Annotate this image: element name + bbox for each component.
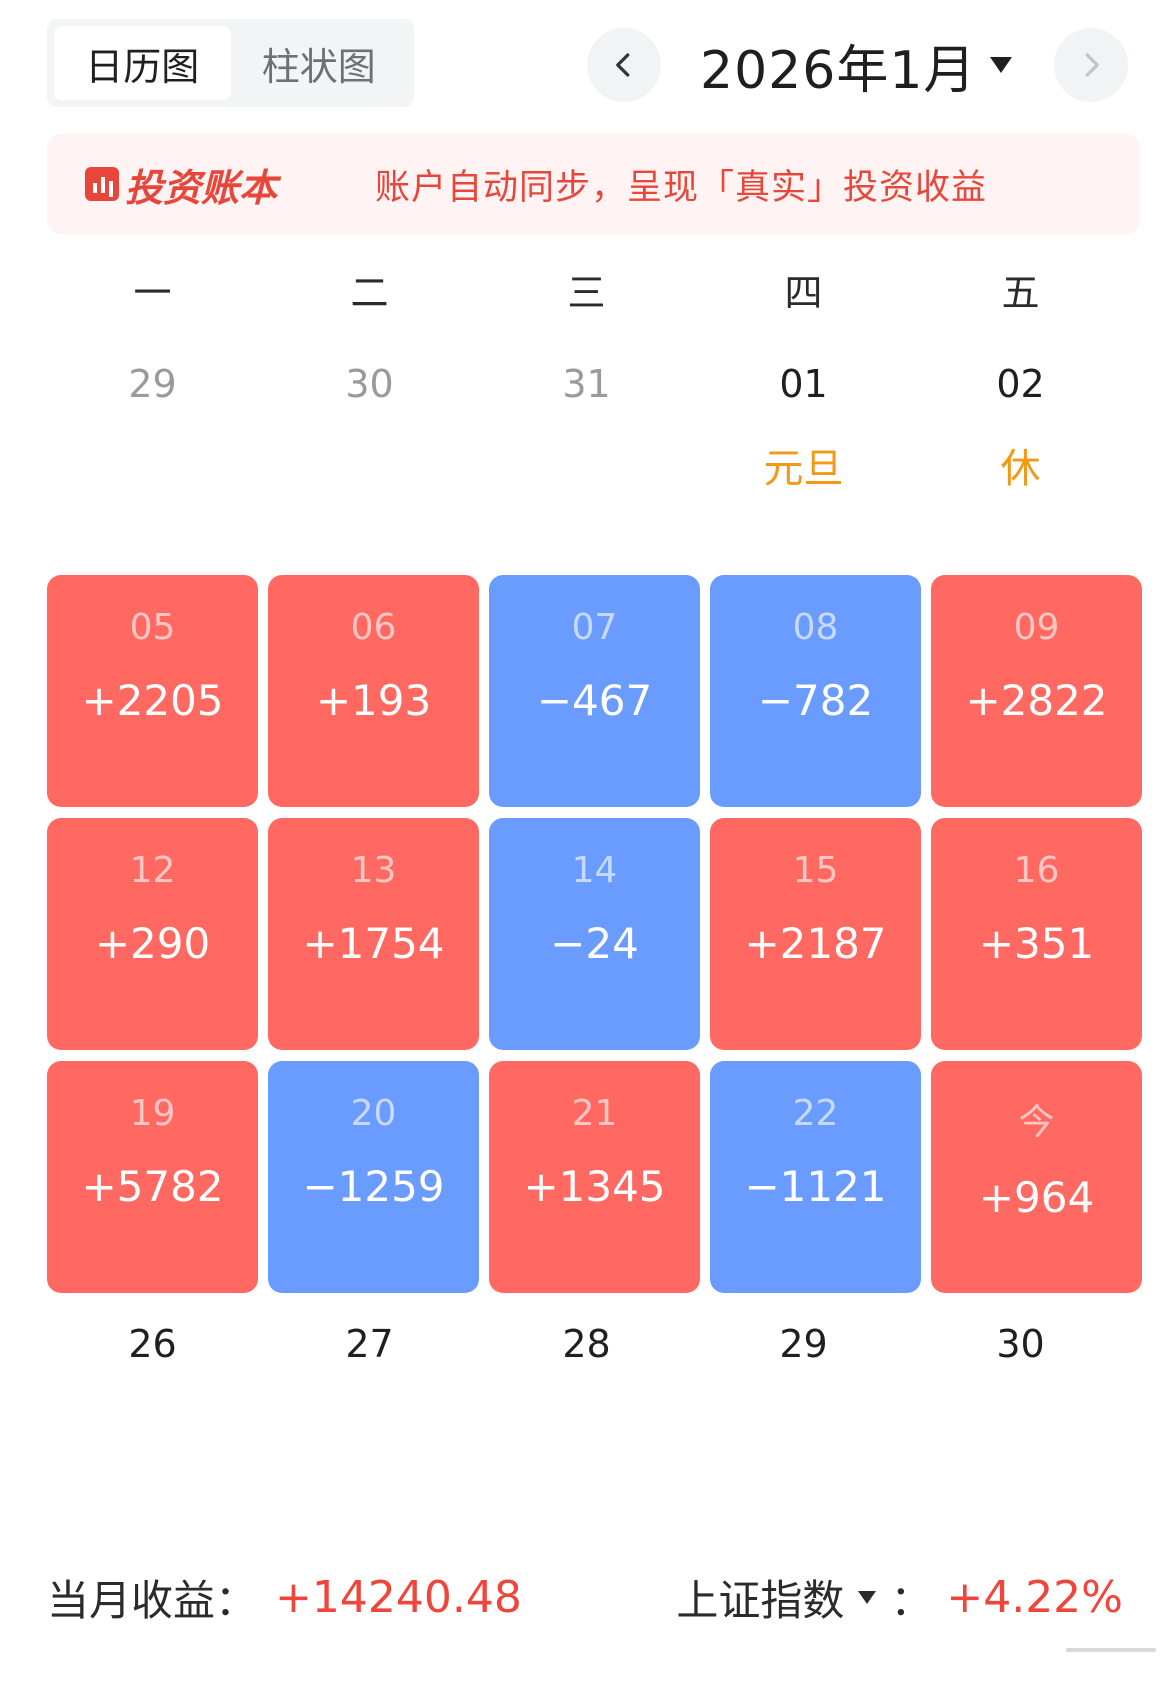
cell-date: 07: [571, 607, 618, 648]
caret-down-icon: [990, 57, 1013, 73]
prev-month-button[interactable]: [587, 28, 661, 102]
day-cell[interactable]: 01: [779, 362, 828, 406]
cell-date: 13: [350, 850, 397, 891]
day-pnl-cell[interactable]: 13 +1754: [268, 818, 479, 1050]
day-pnl-cell[interactable]: 08 −782: [710, 575, 921, 807]
day-pnl-cell[interactable]: 07 −467: [489, 575, 700, 807]
cell-date: 20: [350, 1093, 397, 1134]
cell-pnl-value: −24: [550, 919, 639, 968]
cell-pnl-value: −467: [536, 676, 653, 725]
holiday-label: 元旦: [763, 446, 844, 492]
cell-date: 12: [129, 850, 176, 891]
cell-date: 15: [792, 850, 839, 891]
weekday-wed: 三: [567, 271, 606, 315]
day-pnl-cell[interactable]: 06 +193: [268, 575, 479, 807]
day-cell[interactable]: 29: [779, 1322, 828, 1366]
tab-bar-chart[interactable]: 柱状图: [261, 44, 376, 89]
day-cell[interactable]: 30: [996, 1322, 1045, 1366]
cell-date: 今: [1018, 1102, 1055, 1143]
day-pnl-cell[interactable]: 15 +2187: [710, 818, 921, 1050]
next-month-button[interactable]: [1054, 28, 1128, 102]
day-pnl-cell[interactable]: 21 +1345: [489, 1061, 700, 1293]
day-cell[interactable]: 27: [345, 1322, 394, 1366]
index-value: +4.22%: [946, 1571, 1123, 1623]
day-cell[interactable]: 28: [562, 1322, 611, 1366]
cell-date: 16: [1013, 850, 1060, 891]
cell-date: 05: [129, 607, 176, 648]
cell-pnl-value: +2205: [81, 676, 224, 725]
promo-banner[interactable]: 投资账本 账户自动同步，呈现「真实」投资收益: [47, 134, 1140, 234]
weekday-tue: 二: [350, 271, 389, 315]
ledger-logo-icon: [85, 167, 119, 201]
cell-date: 08: [792, 607, 839, 648]
banner-message: 账户自动同步，呈现「真实」投资收益: [375, 167, 988, 208]
holiday-label: 休: [1000, 446, 1041, 492]
index-separator: ：: [890, 1575, 933, 1625]
cell-pnl-value: +5782: [81, 1162, 224, 1211]
day-pnl-cell[interactable]: 12 +290: [47, 818, 258, 1050]
weekday-mon: 一: [133, 271, 172, 315]
brand-name: 投资账本: [125, 165, 278, 210]
caret-down-icon: [858, 1590, 877, 1604]
cell-pnl-value: −1259: [302, 1162, 445, 1211]
cell-date: 22: [792, 1093, 839, 1134]
cell-pnl-value: +290: [94, 919, 211, 968]
brand: 投资账本: [85, 157, 277, 212]
month-selector[interactable]: 2026年1月: [700, 30, 1013, 101]
weekday-thu: 四: [784, 271, 823, 315]
cell-date: 21: [571, 1093, 618, 1134]
cell-pnl-value: +2822: [965, 676, 1108, 725]
month-label: 2026年1月: [700, 40, 977, 101]
view-tabs: 日历图 柱状图: [47, 19, 414, 107]
cell-pnl-value: −1121: [744, 1162, 887, 1211]
chevron-left-icon: [616, 53, 630, 77]
cell-date: 09: [1013, 607, 1060, 648]
cell-pnl-value: +1754: [302, 919, 445, 968]
monthly-label: 当月收益：: [47, 1575, 258, 1625]
day-cell[interactable]: 29: [128, 362, 177, 406]
day-pnl-cell[interactable]: 22 −1121: [710, 1061, 921, 1293]
index-summary[interactable]: 上证指数 ： +4.22%: [676, 1562, 1123, 1632]
day-pnl-cell[interactable]: 16 +351: [931, 818, 1142, 1050]
cell-date: 06: [350, 607, 397, 648]
monthly-summary: 当月收益： +14240.48: [47, 1562, 522, 1632]
cell-date: 19: [129, 1093, 176, 1134]
cell-pnl-value: +2187: [744, 919, 887, 968]
cell-pnl-value: +351: [978, 919, 1095, 968]
day-cell[interactable]: 26: [128, 1322, 177, 1366]
cell-pnl-value: +193: [315, 676, 432, 725]
weekday-fri: 五: [1001, 271, 1040, 315]
chevron-right-icon: [1085, 53, 1099, 77]
day-cell[interactable]: 31: [562, 362, 611, 406]
day-cell[interactable]: 30: [345, 362, 394, 406]
cell-pnl-value: +1345: [523, 1162, 666, 1211]
index-label: 上证指数: [676, 1575, 845, 1625]
home-indicator-icon: [1066, 1648, 1156, 1652]
cell-pnl-value: +964: [978, 1173, 1095, 1222]
day-pnl-cell[interactable]: 今 +964: [931, 1061, 1142, 1293]
cell-date: 14: [571, 850, 618, 891]
monthly-value: +14240.48: [275, 1571, 522, 1623]
day-pnl-cell[interactable]: 05 +2205: [47, 575, 258, 807]
cell-pnl-value: −782: [757, 676, 874, 725]
day-pnl-cell[interactable]: 19 +5782: [47, 1061, 258, 1293]
day-pnl-cell[interactable]: 20 −1259: [268, 1061, 479, 1293]
tab-calendar[interactable]: 日历图: [54, 26, 231, 100]
day-cell[interactable]: 02: [996, 362, 1045, 406]
day-pnl-cell[interactable]: 14 −24: [489, 818, 700, 1050]
day-pnl-cell[interactable]: 09 +2822: [931, 575, 1142, 807]
